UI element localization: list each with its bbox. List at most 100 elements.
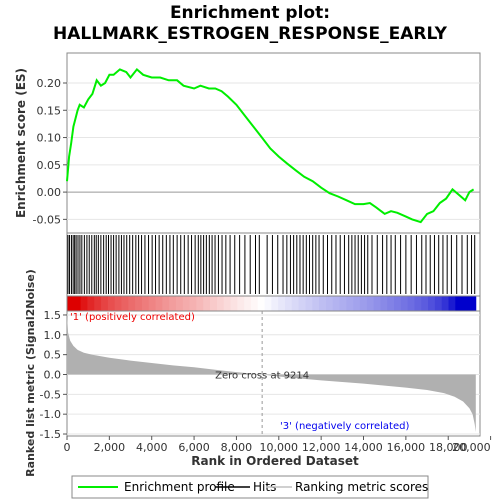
heat-bar-segment xyxy=(210,296,218,311)
hits-panel-frame xyxy=(66,232,481,297)
heat-bar-segment xyxy=(80,296,88,311)
heat-bar-segment xyxy=(203,296,211,311)
es-y-ticks: -0.05 0.00 0.05 0.10 0.15 0.20 xyxy=(33,77,67,226)
heat-bar-segment xyxy=(271,296,279,311)
heat-bar-segment xyxy=(448,296,456,311)
heat-bar-segment xyxy=(135,296,143,311)
ranking-metric-area xyxy=(67,315,476,432)
metric-y-tick-label: 0.0 xyxy=(44,368,62,381)
heat-bar-segment xyxy=(394,296,402,311)
es-y-tick-label: 0.05 xyxy=(37,159,62,172)
heat-bar-segment xyxy=(434,296,443,311)
metric-gridlines xyxy=(67,314,480,435)
es-y-tick-label: -0.05 xyxy=(33,213,61,226)
heat-bar-segment xyxy=(380,296,388,311)
heat-bar-segment xyxy=(94,296,102,311)
x-tick-label: 2,000 xyxy=(94,441,126,454)
heat-bar-segment xyxy=(87,296,95,311)
x-tick-label: 10,000 xyxy=(260,441,299,454)
heat-bar-segment xyxy=(128,296,136,311)
heat-bar-segment xyxy=(325,296,334,311)
metric-y-axis-label: Ranked list metric (Signal2Noise) xyxy=(24,269,37,477)
legend-label: Hits xyxy=(253,480,276,494)
zero-cross-label: Zero cross at 9214 xyxy=(215,370,309,381)
heat-bar-segment xyxy=(462,296,470,311)
positive-correlation-label: '1' (positively correlated) xyxy=(70,312,195,323)
heat-bar-segment xyxy=(230,296,238,311)
heat-bar-segment xyxy=(441,296,450,311)
heat-bar-segment xyxy=(73,296,82,311)
legend: Enrichment profile Hits Ranking metric sco… xyxy=(78,480,428,494)
heat-bar-segment xyxy=(196,296,204,311)
heat-bar-segment xyxy=(455,296,463,311)
heat-bar-segment xyxy=(285,296,293,311)
heat-bar-segment xyxy=(237,296,245,311)
x-tick-label: 0 xyxy=(64,441,71,454)
heat-bar-segment xyxy=(223,296,232,311)
heat-bar-segment xyxy=(387,296,395,311)
heat-bar-segment xyxy=(312,296,320,311)
heat-bar-segment xyxy=(182,296,191,311)
heat-bar-segment xyxy=(468,296,477,311)
heat-bar-segment xyxy=(414,296,422,311)
heat-bar-segment xyxy=(373,296,381,311)
heat-bar-segment xyxy=(216,296,225,311)
metric-y-tick-label: 1.5 xyxy=(44,309,62,322)
heat-bar-segment xyxy=(162,296,170,311)
rank-heat-bar xyxy=(66,295,481,312)
x-tick-label: 18,000 xyxy=(429,441,468,454)
metric-y-tick-label: -0.5 xyxy=(40,388,61,401)
x-tick-label: 16,000 xyxy=(387,441,426,454)
x-axis-ticks: 0 2,000 4,000 6,000 8,000 10,000 12,000 14,000 1… xyxy=(64,436,492,454)
x-tick-label: 20,000 xyxy=(452,441,491,454)
heat-bar-segment xyxy=(141,296,150,311)
heat-bar-segment xyxy=(305,296,313,311)
heat-bar-segment xyxy=(428,296,436,311)
metric-y-tick-label: 1.0 xyxy=(44,329,62,342)
heat-bar-segment xyxy=(67,296,75,311)
heat-bar-segment xyxy=(176,296,184,311)
es-y-tick-label: 0.10 xyxy=(37,132,62,145)
heat-bar-segment xyxy=(278,296,286,311)
heat-bar-segment xyxy=(366,296,375,311)
heat-bar-segment xyxy=(359,296,368,311)
heat-bar-segment xyxy=(155,296,163,311)
chart-title-line1: Enrichment plot: xyxy=(170,3,330,23)
x-tick-label: 4,000 xyxy=(136,441,168,454)
heat-bar-segment xyxy=(148,296,157,311)
heat-bar-segment xyxy=(189,296,197,311)
heat-bar-segment xyxy=(353,296,361,311)
es-y-tick-label: 0.00 xyxy=(37,186,62,199)
heat-bar-segment xyxy=(121,296,129,311)
chart-title-line2: HALLMARK_ESTROGEN_RESPONSE_EARLY xyxy=(53,24,448,44)
es-y-tick-label: 0.15 xyxy=(37,104,62,117)
heat-bar-segment xyxy=(332,296,341,311)
enrichment-profile-line xyxy=(66,67,475,224)
heat-bar-segment xyxy=(244,296,252,311)
x-tick-label: 8,000 xyxy=(221,441,253,454)
es-y-axis-label: Enrichment score (ES) xyxy=(14,68,28,218)
heat-bar-segment xyxy=(114,296,123,311)
heat-bar-segment xyxy=(319,296,327,311)
metric-y-tick-label: 0.5 xyxy=(44,349,62,362)
heat-bar-segment xyxy=(250,296,259,311)
legend-label: Enrichment profile xyxy=(124,480,235,494)
heat-bar-segment xyxy=(346,296,354,311)
heat-bar-segment xyxy=(421,296,429,311)
x-axis-label: Rank in Ordered Dataset xyxy=(191,454,359,468)
heat-bar-segment xyxy=(407,296,415,311)
heat-bar-segment xyxy=(107,296,116,311)
heat-bar-segment xyxy=(298,296,306,311)
heat-bar-segment xyxy=(339,296,347,311)
legend-label: Ranking metric scores xyxy=(295,480,428,494)
heat-bar-segment xyxy=(101,296,109,311)
metric-y-tick-label: -1.0 xyxy=(40,408,61,421)
es-panel-frame xyxy=(66,52,481,234)
x-tick-label: 12,000 xyxy=(302,441,341,454)
es-y-tick-label: 0.20 xyxy=(37,77,62,90)
heat-bar-segment xyxy=(264,296,272,311)
negative-correlation-label: '3' (negatively correlated) xyxy=(280,421,409,432)
hit-lines xyxy=(67,235,476,294)
